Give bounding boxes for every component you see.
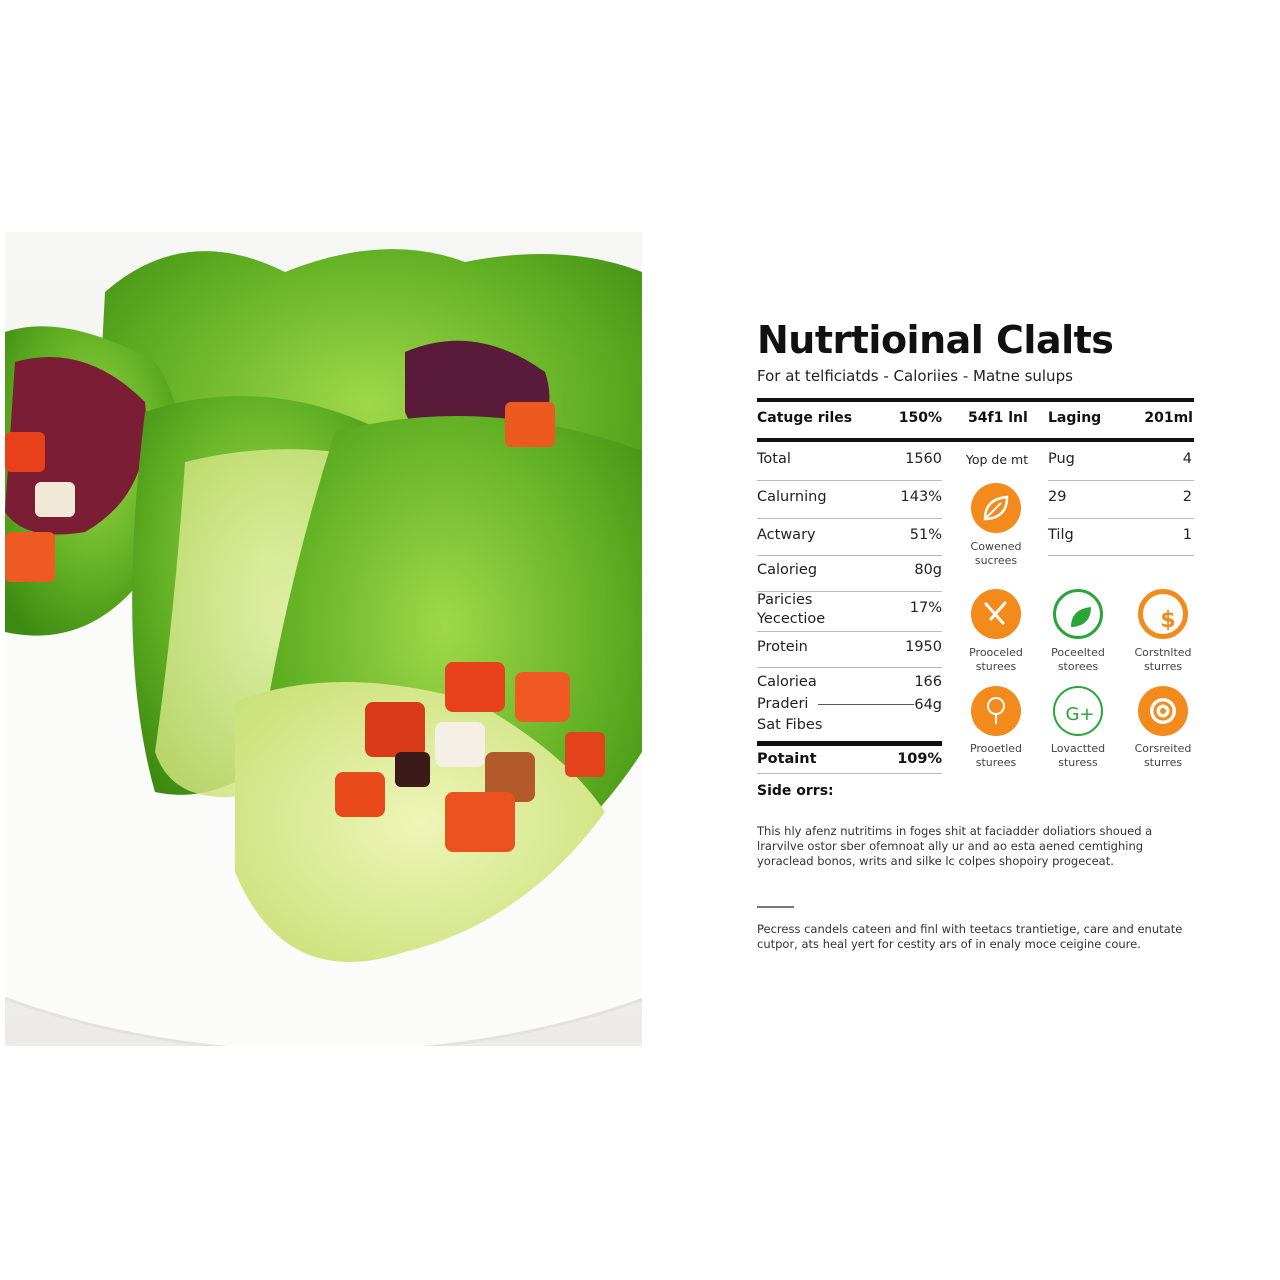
row-value: 1560 [905, 451, 942, 467]
row-label: Protein [757, 639, 808, 655]
description-paragraph: This hly afenz nutritims in foges shit a… [757, 824, 1153, 868]
row-label: Sat Fibes [757, 717, 823, 733]
row-label: Paricies [757, 592, 813, 608]
header-col-5: 201ml [1144, 410, 1193, 426]
row-value: 143% [900, 489, 942, 505]
row-label: Total [757, 451, 791, 467]
row-label-2: Yecectioe [757, 611, 826, 627]
svg-text:G+: G+ [1065, 704, 1094, 725]
row-label: Actwary [757, 527, 816, 543]
lightbulb-icon [971, 686, 1021, 736]
leaf-icon [1053, 589, 1103, 639]
icon-label: Corsreited sturres [1134, 742, 1192, 769]
divider [757, 906, 794, 908]
row-label: Tilg [1048, 527, 1074, 543]
leaf-icon [971, 483, 1021, 533]
row-value: 1950 [905, 639, 942, 655]
row-value: 80g [914, 562, 942, 578]
header-col-1: Catuge riles [757, 410, 853, 426]
total-value: 109% [897, 751, 942, 767]
divider [757, 398, 1194, 402]
row-label: 29 [1048, 489, 1067, 505]
row-value: 51% [909, 527, 942, 543]
row-label: Pug [1048, 451, 1075, 467]
page-title: Nutrtioinal Clalts [757, 318, 1114, 362]
icon-label: Prooetled sturees [969, 742, 1023, 769]
header-col-2: 150% [898, 410, 942, 426]
svg-text:$: $ [1160, 608, 1175, 633]
row-value: 2 [1182, 489, 1192, 505]
side-heading: Side orrs: [757, 783, 834, 799]
row-label: Calurning [757, 489, 827, 505]
icon-label: Poceelted storees [1051, 646, 1105, 673]
row-label: Praderi [757, 696, 809, 712]
description-paragraph: Pecress candels cateen and finl with tee… [757, 922, 1183, 951]
row-label: Caloriea [757, 674, 817, 690]
utensils-icon [971, 589, 1021, 639]
middle-heading: Yop de mt [965, 452, 1029, 467]
total-label: Potaint [757, 751, 817, 767]
row-value: 17% [909, 600, 942, 616]
row-value: 166 [914, 674, 942, 690]
header-col-3: 54f1 lnl [968, 410, 1028, 426]
dollar-icon: $ [1138, 589, 1188, 639]
icon-label: Lovactted sturess [1050, 742, 1106, 769]
g-plus-icon: G+ [1053, 686, 1103, 736]
row-value: 1 [1182, 527, 1192, 543]
icon-label: Cowened sucrees [970, 540, 1022, 567]
header-col-4: Laging [1048, 410, 1102, 426]
food-photo [0, 232, 887, 1054]
row-label: Calorieg [757, 562, 818, 578]
row-value: 4 [1182, 451, 1192, 467]
page-subtitle: For at telficiatds - Caloriies - Matne s… [757, 367, 1073, 385]
target-icon [1138, 686, 1188, 736]
row-value: 64g [914, 697, 942, 713]
icon-label: Prooceled sturees [969, 646, 1023, 673]
icon-label: Corstnlted sturres [1134, 646, 1192, 673]
divider [757, 438, 1194, 442]
